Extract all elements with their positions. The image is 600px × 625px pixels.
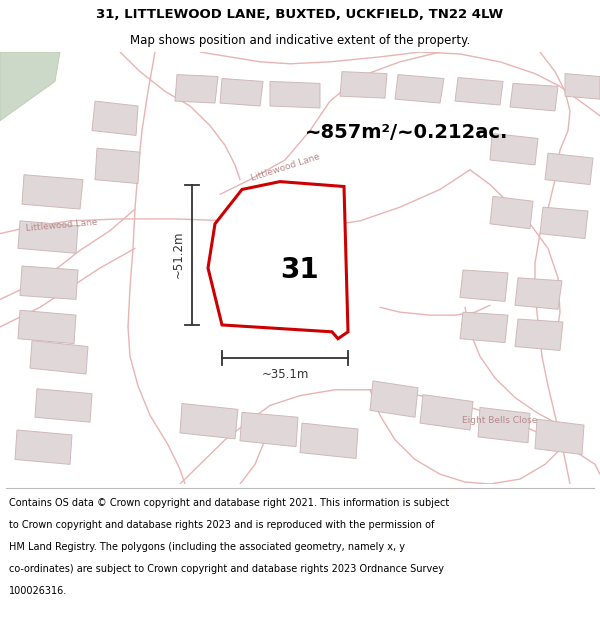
Polygon shape	[395, 74, 444, 103]
Polygon shape	[370, 381, 418, 418]
Polygon shape	[565, 74, 600, 99]
Polygon shape	[300, 423, 358, 459]
Polygon shape	[515, 278, 562, 309]
Polygon shape	[35, 389, 92, 422]
Polygon shape	[490, 196, 533, 229]
Polygon shape	[540, 207, 588, 239]
Polygon shape	[15, 430, 72, 464]
Text: Littlewood Lane: Littlewood Lane	[26, 218, 98, 233]
Polygon shape	[270, 81, 320, 108]
Polygon shape	[220, 79, 263, 106]
Polygon shape	[515, 319, 563, 351]
Polygon shape	[95, 148, 140, 184]
Polygon shape	[535, 419, 584, 454]
Polygon shape	[340, 72, 387, 98]
Text: to Crown copyright and database rights 2023 and is reproduced with the permissio: to Crown copyright and database rights 2…	[9, 520, 434, 530]
Text: 31, LITTLEWOOD LANE, BUXTED, UCKFIELD, TN22 4LW: 31, LITTLEWOOD LANE, BUXTED, UCKFIELD, T…	[97, 8, 503, 21]
Text: ~857m²/~0.212ac.: ~857m²/~0.212ac.	[305, 123, 508, 142]
Polygon shape	[245, 234, 297, 268]
Polygon shape	[92, 101, 138, 136]
Text: Eight Bells Close: Eight Bells Close	[463, 416, 538, 424]
Text: Map shows position and indicative extent of the property.: Map shows position and indicative extent…	[130, 34, 470, 47]
Polygon shape	[18, 221, 78, 253]
Polygon shape	[460, 270, 508, 301]
Text: 100026316.: 100026316.	[9, 586, 67, 596]
Text: 31: 31	[281, 256, 319, 284]
Polygon shape	[0, 52, 60, 121]
Polygon shape	[175, 74, 218, 103]
Polygon shape	[510, 83, 558, 111]
Polygon shape	[420, 394, 473, 430]
Polygon shape	[545, 153, 593, 184]
Polygon shape	[240, 412, 298, 447]
Polygon shape	[18, 310, 76, 344]
Polygon shape	[20, 266, 78, 299]
Text: Contains OS data © Crown copyright and database right 2021. This information is : Contains OS data © Crown copyright and d…	[9, 498, 449, 508]
Text: Littlewood Lane: Littlewood Lane	[250, 152, 320, 183]
Polygon shape	[22, 175, 83, 209]
Polygon shape	[455, 78, 503, 105]
Polygon shape	[460, 312, 508, 342]
Text: co-ordinates) are subject to Crown copyright and database rights 2023 Ordnance S: co-ordinates) are subject to Crown copyr…	[9, 564, 444, 574]
Text: ~51.2m: ~51.2m	[172, 231, 185, 279]
Polygon shape	[478, 408, 530, 442]
Polygon shape	[208, 182, 348, 339]
Polygon shape	[30, 341, 88, 374]
Polygon shape	[180, 404, 238, 439]
Polygon shape	[490, 134, 538, 165]
Text: ~35.1m: ~35.1m	[262, 368, 308, 381]
Text: HM Land Registry. The polygons (including the associated geometry, namely x, y: HM Land Registry. The polygons (includin…	[9, 542, 405, 552]
